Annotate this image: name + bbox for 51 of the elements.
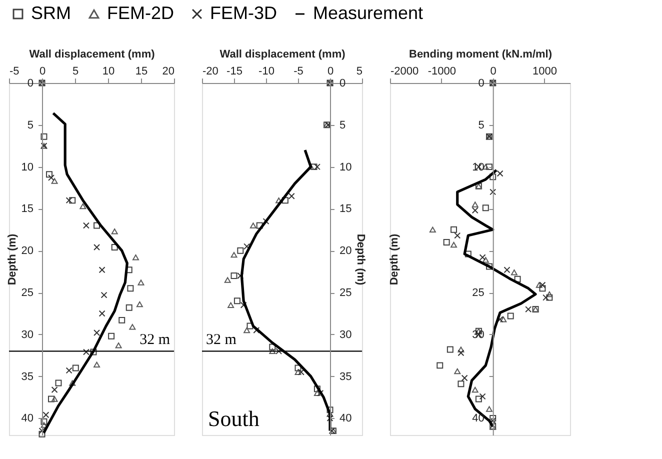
x-tick-label: 0 (490, 66, 496, 78)
x-tick-label: 15 (135, 66, 148, 78)
x-tick-label: 20 (162, 66, 174, 78)
y-tick-label: 35 (340, 370, 352, 383)
legend-label: Measurement (313, 3, 424, 23)
x-axis-title: Wall displacement (mm) (220, 48, 346, 60)
y-tick-label: 0 (478, 78, 484, 90)
y-tick-label: 5 (478, 119, 484, 132)
y-tick-label: 0 (340, 78, 346, 90)
y-tick-label: 20 (340, 245, 352, 258)
y-tick-label: 25 (21, 287, 34, 300)
x-tick-label: -10 (258, 66, 274, 78)
legend-label: SRM (31, 3, 71, 23)
x-tick-label: -5 (294, 66, 304, 78)
x-tick-label: 5 (356, 66, 362, 78)
x-axis-title: Bending moment (kN.m/ml) (408, 48, 552, 60)
x-tick-label: -15 (226, 66, 242, 78)
y-tick-label: 15 (21, 203, 34, 216)
x-axis-title: Wall displacement (mm) (29, 48, 156, 60)
y-axis-title: Depth (m) (388, 234, 400, 286)
y-tick-label: 15 (340, 203, 352, 216)
annotation: South (208, 406, 260, 431)
x-tick-label: 10 (102, 66, 115, 78)
y-tick-label: 0 (27, 78, 34, 90)
y-tick-label: 40 (340, 412, 352, 425)
y-tick-label: 10 (340, 161, 352, 174)
y-tick-label: 40 (472, 412, 484, 425)
y-tick-label: 25 (472, 287, 484, 300)
x-tick-label: -1000 (428, 66, 456, 78)
x-tick-label: 0 (39, 66, 46, 78)
legend-label: FEM-2D (107, 3, 174, 23)
x-tick-label: -2000 (390, 66, 419, 78)
x-tick-label: -5 (10, 66, 20, 78)
y-tick-label: 10 (21, 161, 34, 174)
y-tick-label: 30 (340, 328, 352, 341)
x-tick-label: -20 (202, 66, 218, 78)
ref-line-label: 32 m (206, 332, 237, 348)
x-tick-label: 0 (327, 66, 334, 78)
ref-line-label: 32 m (140, 332, 170, 348)
y-tick-label: 30 (21, 328, 34, 341)
x-tick-label: 1000 (532, 66, 558, 78)
y-tick-label: 20 (21, 245, 34, 258)
y-tick-label: 5 (340, 119, 346, 132)
y-tick-label: 40 (21, 412, 34, 425)
y-tick-label: 25 (340, 287, 352, 300)
y-tick-label: 5 (27, 119, 34, 132)
legend-label: FEM-3D (210, 3, 277, 23)
y-tick-label: 35 (21, 370, 34, 383)
x-tick-label: 5 (72, 66, 79, 78)
y-axis-title: Depth (m) (6, 234, 18, 286)
y-axis-title: Depth (m) (354, 234, 367, 286)
